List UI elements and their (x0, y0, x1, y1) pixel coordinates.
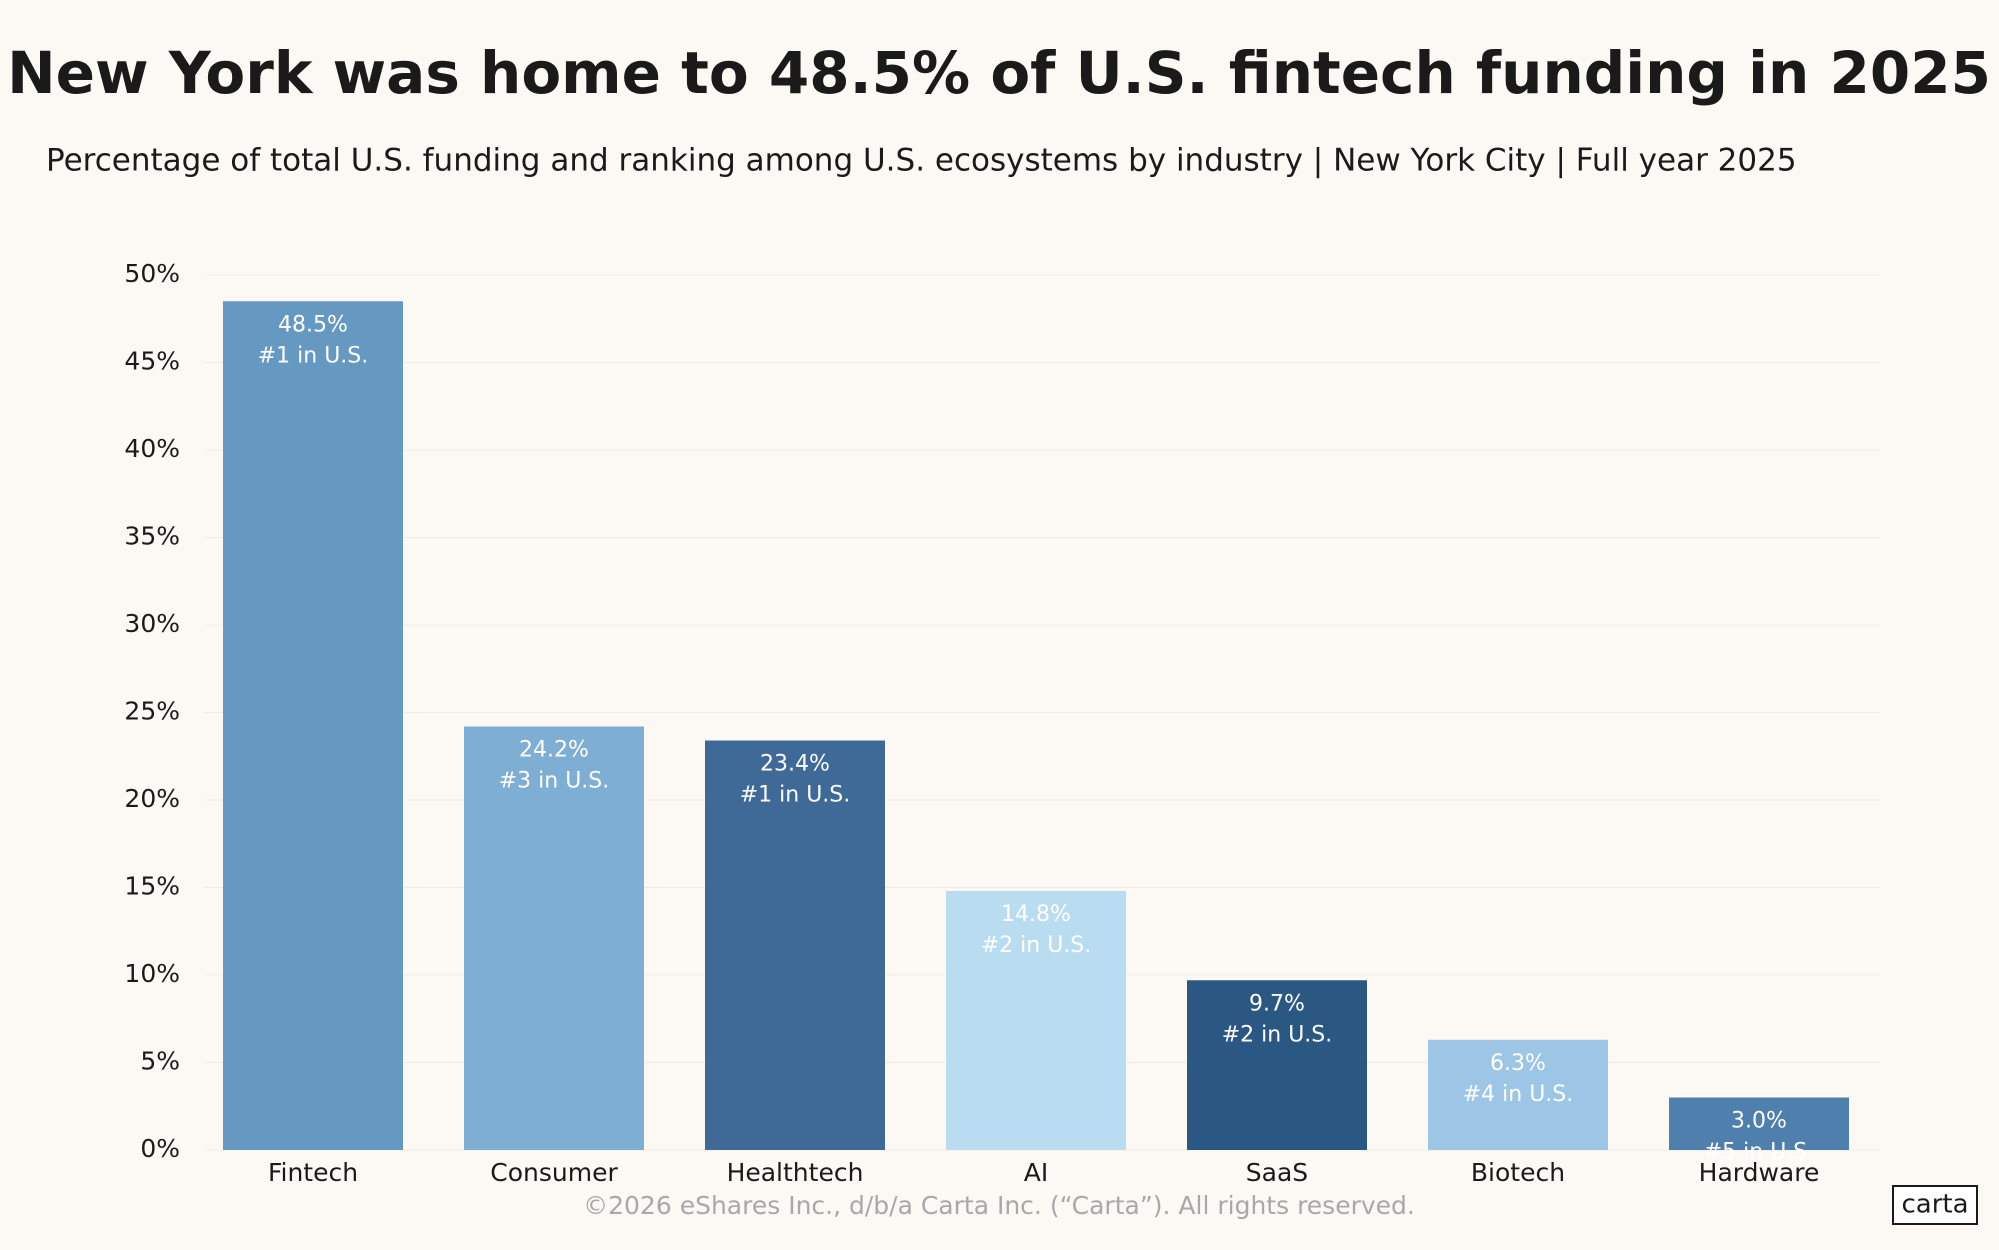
y-tick-label: 30% (124, 609, 180, 638)
x-tick-label: Fintech (268, 1158, 358, 1187)
value-label: 14.8% (1001, 902, 1071, 927)
rank-label: #1 in U.S. (258, 343, 369, 368)
rank-label: #5 in U.S. (1704, 1140, 1815, 1165)
value-label: 23.4% (760, 752, 830, 777)
bar (1187, 980, 1367, 1150)
x-tick-label: SaaS (1246, 1158, 1308, 1187)
x-tick-label: Hardware (1699, 1158, 1820, 1187)
bar (223, 301, 403, 1150)
value-label: 24.2% (519, 738, 589, 763)
y-tick-label: 25% (124, 697, 180, 726)
rank-label: #2 in U.S. (1222, 1022, 1333, 1047)
chart-subtitle: Percentage of total U.S. funding and ran… (46, 143, 1797, 179)
x-tick-label: Biotech (1471, 1158, 1565, 1187)
value-label: 48.5% (278, 312, 348, 337)
y-tick-label: 0% (140, 1134, 180, 1163)
y-tick-label: 5% (140, 1047, 180, 1076)
bar (1428, 1039, 1608, 1150)
y-tick-label: 15% (124, 872, 180, 901)
bar (946, 891, 1126, 1150)
y-tick-label: 20% (124, 784, 180, 813)
y-tick-label: 45% (124, 347, 180, 376)
rank-label: #2 in U.S. (981, 933, 1092, 958)
y-tick-label: 40% (124, 434, 180, 463)
value-label: 3.0% (1731, 1109, 1787, 1134)
footer: ©2026 eShares Inc., d/b/a Carta Inc. (“C… (583, 1191, 1415, 1220)
x-tick-label: Consumer (490, 1158, 618, 1187)
y-tick-label: 50% (124, 259, 180, 288)
rank-label: #3 in U.S. (499, 769, 610, 794)
y-tick-label: 35% (124, 522, 180, 551)
value-label: 6.3% (1490, 1051, 1546, 1076)
chart-title: New York was home to 48.5% of U.S. finte… (7, 39, 1991, 107)
logo-box (1892, 1185, 1978, 1225)
bar (705, 740, 885, 1150)
x-tick-label: AI (1024, 1158, 1048, 1187)
rank-label: #1 in U.S. (740, 783, 851, 808)
x-tick-label: Healthtech (727, 1158, 864, 1187)
value-label: 9.7% (1249, 991, 1305, 1016)
bar (464, 726, 644, 1150)
y-tick-label: 10% (124, 959, 180, 988)
rank-label: #4 in U.S. (1463, 1082, 1574, 1107)
logo: carta (1901, 1190, 1968, 1220)
bar (1669, 1097, 1849, 1150)
